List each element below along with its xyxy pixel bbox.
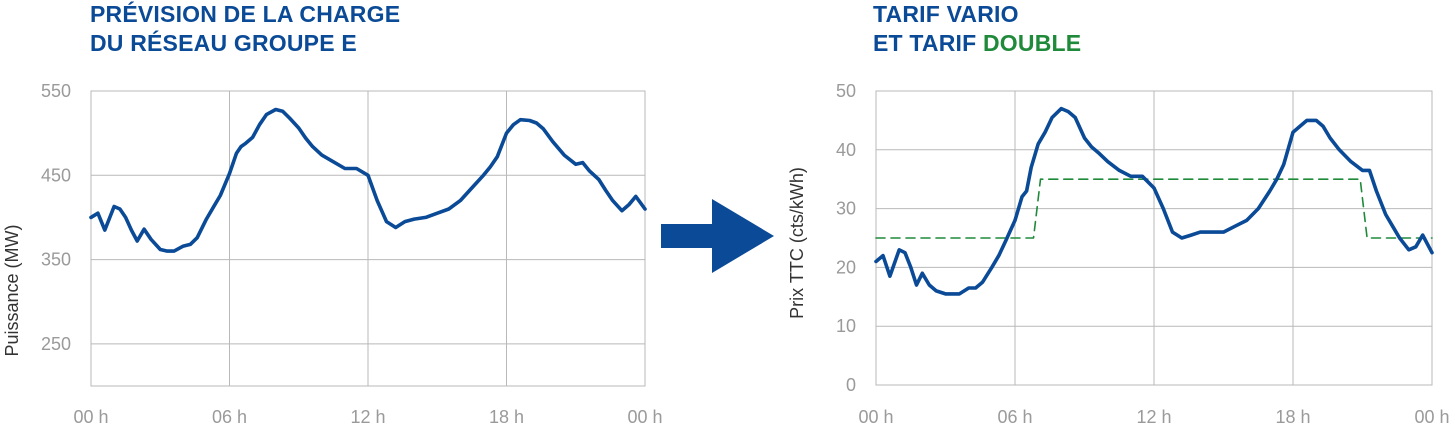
load-forecast-title-line1: PRÉVISION DE LA CHARGE	[90, 1, 401, 27]
y-tick-label: 450	[41, 165, 71, 185]
y-axis-label: Puissance (MW)	[2, 224, 22, 356]
x-tick-label: 18 h	[1275, 407, 1310, 427]
tariff-title-line2: ET TARIF DOUBLE	[873, 29, 1081, 58]
tariff-title-prefix: ET TARIF	[873, 30, 977, 56]
x-tick-label: 00 h	[1414, 407, 1449, 427]
tariff-title-highlight: DOUBLE	[982, 30, 1082, 56]
y-tick-label: 50	[836, 81, 856, 101]
y-tick-label: 250	[41, 334, 71, 354]
tariff-title: TARIF VARIO ET TARIF DOUBLE	[873, 0, 1081, 58]
x-tick-label: 18 h	[489, 407, 524, 427]
y-tick-label: 0	[846, 375, 856, 395]
y-tick-label: 30	[836, 199, 856, 219]
y-tick-label: 550	[41, 81, 71, 101]
x-tick-label: 00 h	[73, 407, 108, 427]
y-tick-label: 20	[836, 257, 856, 277]
load-forecast-chart: 550 450 350 250 00 h 06 h 12 h 18 h 00 h Puissanc…	[2, 81, 663, 427]
x-tick-label: 12 h	[1136, 407, 1171, 427]
series-line	[89, 107, 647, 253]
x-tick-label: 00 h	[627, 407, 662, 427]
load-forecast-title: PRÉVISION DE LA CHARGE DU RÉSEAU GROUPE …	[90, 0, 400, 58]
x-tick-label: 00 h	[858, 407, 893, 427]
y-axis-label: Prix TTC (cts/kWh)	[787, 167, 807, 319]
double-tarif-line	[875, 178, 1433, 239]
y-tick-label: 350	[41, 250, 71, 270]
tariff-title-line1: TARIF VARIO	[873, 1, 1019, 27]
series-line	[874, 106, 1434, 296]
load-forecast-title-line2: DU RÉSEAU GROUPE E	[90, 30, 357, 56]
plot-frame	[90, 90, 646, 387]
x-tick-label: 06 h	[212, 407, 247, 427]
x-tick-label: 12 h	[350, 407, 385, 427]
right-arrow-icon	[661, 199, 774, 273]
y-tick-label: 10	[836, 316, 856, 336]
x-tick-label: 06 h	[997, 407, 1032, 427]
y-tick-label: 40	[836, 140, 856, 160]
